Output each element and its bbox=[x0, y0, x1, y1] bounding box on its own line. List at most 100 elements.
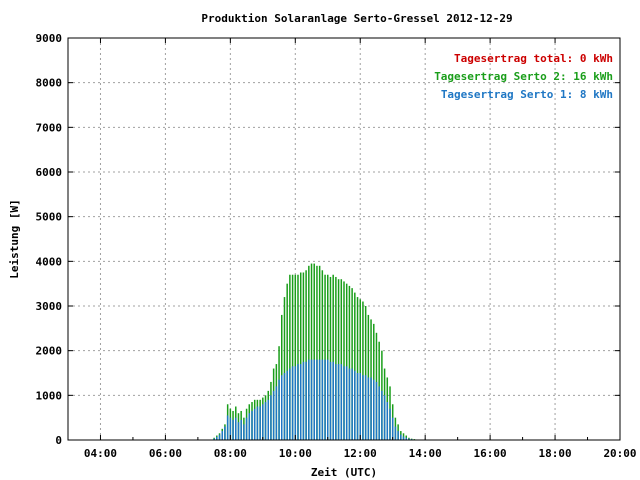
legend-entry: Tagesertrag Serto 2: 16 kWh bbox=[434, 70, 613, 83]
bar bbox=[348, 285, 351, 440]
bar bbox=[294, 366, 297, 440]
bar bbox=[289, 368, 291, 440]
bar bbox=[313, 263, 315, 440]
plot-frame bbox=[67, 37, 621, 441]
bar bbox=[364, 306, 367, 440]
bar bbox=[402, 436, 405, 440]
bar bbox=[235, 417, 237, 440]
bar bbox=[367, 377, 370, 440]
y-tick-label: 2000 bbox=[36, 345, 63, 358]
bar bbox=[291, 274, 294, 440]
bar bbox=[313, 359, 315, 440]
bar bbox=[229, 417, 232, 440]
bar bbox=[356, 373, 359, 440]
x-tick-label: 10:00 bbox=[279, 447, 312, 460]
bar bbox=[286, 370, 288, 440]
bar bbox=[351, 368, 353, 440]
bar bbox=[375, 381, 378, 440]
bar bbox=[337, 364, 340, 440]
x-tick-label: 06:00 bbox=[149, 447, 182, 460]
bar bbox=[297, 364, 299, 440]
bar bbox=[310, 263, 313, 440]
legend-entry: Tagesertrag Serto 1: 8 kWh bbox=[441, 88, 613, 101]
x-axis-label: Zeit (UTC) bbox=[311, 466, 377, 479]
series-2 bbox=[213, 359, 478, 440]
bar bbox=[340, 364, 343, 440]
bar bbox=[359, 373, 361, 440]
legend-entry: Tagesertrag total: 0 kWh bbox=[454, 52, 613, 65]
x-tick-labels: 04:00 06:00 08:00 10:00 12:00 14:00 16:00 18:00… bbox=[84, 447, 637, 460]
bar bbox=[310, 359, 313, 440]
y-tick-label: 0 bbox=[55, 434, 62, 447]
bar bbox=[324, 274, 326, 440]
bar bbox=[308, 359, 310, 440]
bar bbox=[345, 366, 348, 440]
bar bbox=[321, 359, 324, 440]
bar bbox=[232, 419, 234, 440]
bar bbox=[299, 364, 302, 440]
bar bbox=[394, 426, 397, 440]
bar bbox=[291, 366, 294, 440]
bar bbox=[251, 410, 253, 440]
series-1 bbox=[213, 263, 478, 440]
bar bbox=[332, 361, 334, 440]
bar bbox=[243, 424, 245, 440]
bar bbox=[305, 270, 307, 440]
bar bbox=[256, 406, 259, 440]
y-tick-label: 7000 bbox=[36, 121, 63, 134]
bar bbox=[286, 283, 288, 440]
bar bbox=[245, 417, 248, 440]
bar bbox=[329, 361, 332, 440]
bar bbox=[356, 297, 359, 440]
bar bbox=[378, 386, 380, 440]
bar bbox=[354, 292, 356, 440]
y-tick-label: 1000 bbox=[36, 389, 63, 402]
bar bbox=[389, 408, 391, 440]
bar bbox=[248, 413, 251, 440]
bar bbox=[305, 361, 307, 440]
bar bbox=[370, 377, 372, 440]
bar bbox=[321, 270, 324, 440]
bar bbox=[316, 359, 318, 440]
bar bbox=[262, 404, 264, 440]
y-tick-labels: 0 1000 2000 3000 4000 5000 6000 7000 8000 9000 bbox=[36, 32, 63, 447]
bar bbox=[332, 274, 334, 440]
bar bbox=[408, 438, 410, 440]
bar bbox=[264, 402, 267, 440]
bar bbox=[221, 431, 223, 440]
bar bbox=[351, 288, 353, 440]
bar bbox=[216, 436, 218, 440]
bar bbox=[364, 375, 367, 440]
bar bbox=[335, 276, 337, 440]
y-tick-label: 8000 bbox=[36, 77, 63, 90]
bar bbox=[218, 434, 221, 440]
bar bbox=[253, 408, 256, 440]
bar bbox=[278, 379, 280, 440]
bar bbox=[226, 415, 229, 440]
bar bbox=[327, 274, 329, 440]
bar bbox=[283, 297, 286, 440]
bar bbox=[335, 364, 337, 440]
bar bbox=[267, 399, 269, 440]
bar bbox=[359, 299, 361, 440]
bar bbox=[345, 283, 348, 440]
axis-ticks bbox=[67, 37, 621, 441]
y-tick-label: 3000 bbox=[36, 300, 63, 313]
bar bbox=[362, 301, 364, 440]
x-tick-label: 04:00 bbox=[84, 447, 117, 460]
bar bbox=[343, 281, 345, 440]
legend: Tagesertrag total: 0 kWh Tagesertrag Sert… bbox=[434, 52, 613, 101]
bar bbox=[340, 279, 343, 440]
bar bbox=[373, 379, 375, 440]
bar bbox=[272, 390, 275, 440]
bar bbox=[297, 274, 299, 440]
bar bbox=[224, 426, 226, 440]
bar bbox=[329, 276, 332, 440]
bar bbox=[348, 368, 351, 440]
x-tick-label: 18:00 bbox=[538, 447, 571, 460]
bar bbox=[302, 272, 305, 440]
bar bbox=[383, 395, 386, 440]
bar bbox=[289, 274, 291, 440]
bar bbox=[275, 386, 278, 440]
